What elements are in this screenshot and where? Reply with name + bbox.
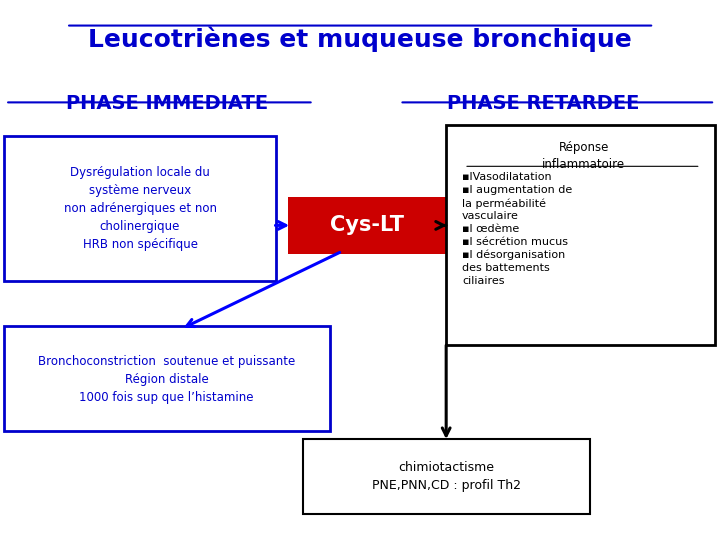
Text: Cys-LT: Cys-LT <box>330 215 405 235</box>
Text: ▪lVasodilatation
▪l augmentation de
la perméabilité
vasculaire
▪l œdème
▪l sécré: ▪lVasodilatation ▪l augmentation de la p… <box>462 172 572 286</box>
Text: PHASE RETARDEE: PHASE RETARDEE <box>447 94 639 113</box>
FancyBboxPatch shape <box>446 125 715 345</box>
FancyBboxPatch shape <box>4 326 330 431</box>
FancyBboxPatch shape <box>303 439 590 515</box>
FancyBboxPatch shape <box>4 136 276 281</box>
Text: Bronchoconstriction  soutenue et puissante
Région distale
1000 fois sup que l’hi: Bronchoconstriction soutenue et puissant… <box>38 355 295 403</box>
Text: Réponse
inflammatoire: Réponse inflammatoire <box>542 141 626 171</box>
Text: Leucotriènes et muqueuse bronchique: Leucotriènes et muqueuse bronchique <box>89 26 632 52</box>
Text: chimiotactisme
PNE,PNN,CD : profil Th2: chimiotactisme PNE,PNN,CD : profil Th2 <box>372 461 521 492</box>
Text: PHASE IMMEDIATE: PHASE IMMEDIATE <box>66 94 268 113</box>
FancyBboxPatch shape <box>289 198 446 254</box>
Text: Dysrégulation locale du
système nerveux
non adrénergiques et non
cholinergique
H: Dysrégulation locale du système nerveux … <box>63 166 217 251</box>
